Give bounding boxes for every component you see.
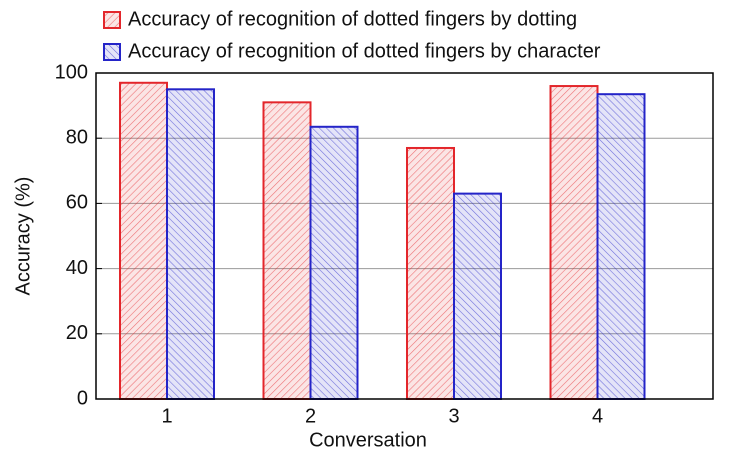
plot-frame (95, 72, 714, 400)
legend-label: Accuracy of recognition of dotted finger… (128, 40, 601, 62)
bar (549, 85, 599, 400)
x-tick-label: 2 (305, 405, 316, 427)
bar (453, 192, 502, 400)
y-tick-label: 0 (77, 387, 88, 409)
x-tick-label: 4 (592, 405, 603, 427)
bar (309, 125, 359, 400)
y-tick-label: 60 (66, 192, 88, 214)
y-tick-label: 100 (55, 61, 88, 83)
bar (596, 93, 646, 400)
y-tick-label: 40 (66, 257, 88, 279)
y-tick-label: 80 (66, 126, 88, 148)
bar (406, 146, 455, 400)
y-tick-label: 20 (66, 322, 88, 344)
x-tick-label: 1 (161, 405, 172, 427)
bar (166, 88, 215, 401)
legend-swatch (103, 11, 121, 29)
bar (262, 101, 312, 400)
y-axis-label: Accuracy (%) (12, 177, 34, 296)
legend-label: Accuracy of recognition of dotted finger… (128, 8, 577, 30)
x-axis-label: Conversation (309, 429, 427, 451)
bar (119, 81, 168, 400)
legend-swatch (103, 43, 121, 61)
x-tick-label: 3 (448, 405, 459, 427)
